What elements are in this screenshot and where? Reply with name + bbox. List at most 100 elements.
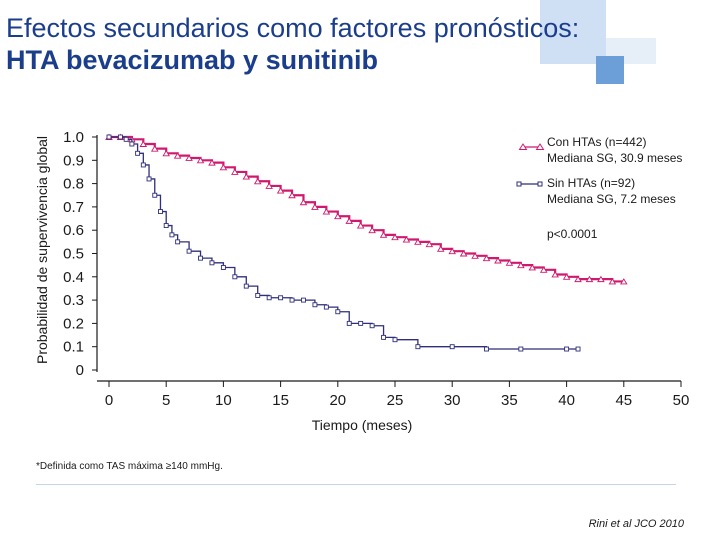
chart-series — [105, 133, 628, 352]
data-point-hta — [414, 238, 422, 245]
data-point-no-hta — [135, 150, 141, 156]
y-axis-ticks: 1.0 0.9 0.8 0.7 0.6 0.5 0.4 0.3 0.2 0.1 0 — [63, 129, 97, 379]
data-point-hta — [265, 182, 273, 189]
data-point-hta — [299, 198, 308, 206]
data-point-no-hta — [415, 344, 421, 350]
x-tick-label: 25 — [387, 392, 404, 409]
data-point-hta — [322, 208, 331, 215]
data-point-hta — [620, 278, 628, 285]
data-point-hta — [231, 168, 239, 175]
data-point-hta — [208, 159, 216, 166]
data-point-hta — [219, 163, 228, 171]
y-tick-label: 0.2 — [63, 315, 84, 332]
y-tick-label: 0.4 — [63, 269, 84, 286]
data-point-no-hta — [220, 265, 226, 270]
p-value-annotation: p<0.0001 — [547, 227, 598, 241]
data-point-hta — [517, 261, 525, 269]
y-tick-label: 0.8 — [63, 176, 84, 193]
x-tick-label: 10 — [215, 392, 232, 409]
data-point-no-hta — [198, 255, 203, 261]
y-tick-label: 1.0 — [63, 129, 84, 146]
citation: Rini et al JCO 2010 — [588, 518, 684, 530]
x-tick-label: 5 — [162, 392, 170, 409]
x-axis-ticks: 0 5 10 15 20 25 30 35 40 45 50 — [105, 381, 690, 409]
data-point-no-hta — [209, 260, 215, 266]
data-point-hta — [448, 247, 456, 255]
decor-square-light — [540, 0, 606, 64]
data-point-hta — [185, 154, 193, 161]
data-point-no-hta — [564, 346, 570, 352]
data-point-no-hta — [392, 337, 398, 343]
legend-label-hta: Con HTAs (n=442) — [547, 135, 647, 149]
data-point-no-hta — [358, 320, 364, 326]
data-point-no-hta — [106, 134, 112, 140]
data-point-hta — [597, 275, 605, 283]
data-point-no-hta — [123, 136, 129, 142]
data-point-hta — [253, 177, 262, 185]
y-tick-label: 0.9 — [63, 152, 84, 169]
x-axis-label: Tiempo (meses) — [312, 417, 413, 433]
data-point-no-hta — [575, 346, 581, 352]
data-point-hta — [334, 212, 342, 220]
slide-title-line2: HTA bevacizumab y sunitinib — [6, 45, 379, 75]
legend-marker-no-hta — [516, 181, 543, 187]
data-point-hta — [150, 145, 159, 152]
data-point-no-hta — [484, 346, 489, 352]
x-tick-label: 45 — [615, 392, 632, 409]
data-point-no-hta — [369, 323, 375, 329]
chart-legend: Con HTAs (n=442) Mediana SG, 30.9 meses … — [516, 135, 682, 241]
y-tick-label: 0.3 — [63, 292, 84, 309]
data-point-hta — [608, 278, 617, 285]
data-point-no-hta — [278, 295, 284, 301]
data-point-no-hta — [175, 239, 181, 245]
data-point-hta — [173, 152, 182, 159]
data-point-hta — [356, 222, 365, 229]
data-point-hta — [471, 252, 479, 259]
slide-title: Efectos secundarios como factores pronós… — [6, 12, 579, 76]
chart-axes — [96, 135, 681, 382]
x-tick-label: 50 — [673, 392, 690, 409]
x-tick-label: 40 — [558, 392, 575, 409]
data-point-no-hta — [266, 295, 272, 301]
data-point-no-hta — [152, 192, 158, 198]
data-point-no-hta — [117, 134, 123, 140]
data-point-no-hta — [140, 162, 146, 168]
data-point-hta — [436, 245, 445, 252]
slide-title-line1: Efectos secundarios como factores pronós… — [6, 13, 580, 43]
data-point-hta — [311, 203, 319, 210]
y-tick-label: 0.1 — [63, 339, 84, 356]
data-point-no-hta — [255, 292, 261, 298]
y-tick-label: 0.5 — [63, 246, 84, 263]
x-tick-label: 35 — [501, 392, 518, 409]
x-tick-label: 0 — [105, 392, 113, 409]
data-point-hta — [242, 173, 251, 180]
data-point-no-hta — [163, 223, 169, 228]
x-tick-label: 30 — [444, 392, 461, 409]
y-tick-label: 0 — [76, 362, 84, 379]
data-point-no-hta — [243, 283, 249, 289]
data-point-hta — [482, 254, 491, 262]
data-point-hta — [505, 259, 514, 266]
footnote: *Definida como TAS máxima ≥140 mmHg. — [36, 461, 223, 472]
decor-square-dark — [596, 56, 624, 84]
y-tick-label: 0.6 — [63, 222, 84, 239]
data-point-no-hta — [381, 334, 387, 340]
x-tick-label: 15 — [272, 392, 289, 409]
data-point-hta — [196, 156, 205, 164]
data-point-no-hta — [289, 297, 295, 303]
data-point-no-hta — [301, 297, 306, 303]
data-point-no-hta — [146, 176, 152, 182]
data-point-no-hta — [186, 248, 192, 254]
data-point-hta — [345, 217, 354, 224]
data-point-hta — [379, 231, 388, 238]
data-point-hta — [574, 275, 582, 283]
x-tick-label: 20 — [329, 392, 346, 409]
data-point-no-hta — [129, 141, 135, 147]
data-point-hta — [288, 191, 296, 199]
y-axis-label: Probabilidad de supervivencia global — [34, 136, 50, 364]
data-point-hta — [528, 264, 537, 271]
data-point-no-hta — [323, 304, 329, 310]
data-point-no-hta — [169, 232, 175, 238]
data-point-hta — [276, 187, 285, 194]
